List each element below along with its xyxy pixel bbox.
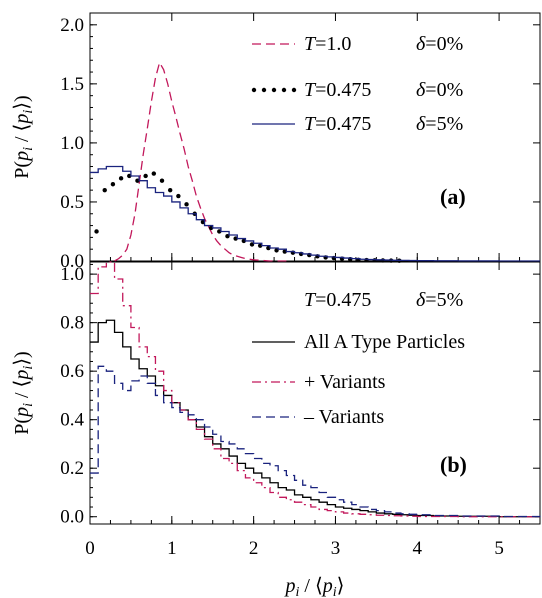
panel-label: (a): [440, 184, 466, 209]
x-axis-label: pi / ⟨pi⟩: [284, 575, 345, 598]
data-point: [159, 178, 165, 183]
y-tick-label: 1.5: [60, 74, 84, 95]
panel-header-delta: δ=5%: [416, 289, 463, 311]
legend-label: – Variants: [303, 406, 384, 428]
legend-swatch: [261, 87, 267, 93]
y-tick-label: 0.6: [60, 361, 84, 382]
y-tick-label: 0.4: [60, 410, 84, 431]
y-tick-label: 0.0: [60, 251, 84, 272]
data-point: [143, 173, 148, 179]
data-point: [151, 171, 157, 176]
x-tick-label: 2: [249, 538, 259, 559]
data-point: [118, 176, 124, 181]
legend-label: T=1.0: [304, 33, 351, 55]
y-tick-label: 0.2: [60, 458, 84, 479]
series-t-0-475-0: [94, 171, 402, 263]
panel-header: T=0.475: [304, 289, 371, 311]
series-t-1-0-0: [114, 60, 287, 262]
y-tick-label: 1.0: [60, 133, 84, 154]
panel-b: 0.0 0.2 0.4 0.6 0.8 1.0 0 1 2 3 4 5 P(pi / ⟨pi⟩) T=0.…: [11, 261, 541, 559]
x-tick-label: 0: [85, 538, 95, 559]
y-axis-label: P(pi / ⟨pi⟩): [11, 95, 36, 178]
data-point: [102, 187, 107, 193]
legend-label: + Variants: [304, 371, 386, 393]
panel-label: (b): [440, 452, 467, 477]
series-all-a-type-particles: [90, 319, 540, 518]
data-point: [184, 202, 189, 207]
data-point: [94, 229, 99, 234]
legend-label: T=0.475: [304, 79, 371, 101]
y-axis-label: P(pi / ⟨pi⟩): [11, 351, 36, 434]
x-tick-label: 4: [413, 538, 423, 559]
legend-swatch: [291, 87, 297, 93]
y-tick-label: 0.5: [60, 192, 84, 213]
legend-label: All A Type Particles: [304, 331, 465, 353]
x-axis-label-text: pi / ⟨pi⟩: [284, 575, 345, 598]
series-variants: [90, 365, 541, 518]
panel-a: 0.0 0.5 1.0 1.5 2.0 P(pi / ⟨pi⟩) T=1.0 δ=0% T=0.…: [11, 12, 541, 272]
data-point: [167, 187, 173, 193]
legend-label-delta: δ=0%: [416, 79, 463, 101]
legend-swatch: [271, 87, 277, 93]
series-variants: [90, 261, 540, 518]
legend-label-delta: δ=5%: [416, 113, 463, 135]
y-tick-label: 0.8: [60, 313, 84, 334]
data-point: [110, 182, 116, 187]
y-tick-label: 0.0: [60, 507, 84, 528]
legend-label: T=0.475: [304, 113, 371, 135]
series-t-0-475-5: [90, 165, 540, 262]
x-tick-label: 5: [494, 538, 504, 559]
x-tick-label: 1: [167, 538, 177, 559]
legend-label-delta: δ=0%: [416, 33, 463, 55]
y-tick-label: 2.0: [60, 15, 84, 36]
data-point: [176, 193, 181, 199]
legend-swatch: [251, 87, 257, 93]
x-tick-label: 3: [331, 538, 341, 559]
y-tick-label: 1.0: [60, 264, 84, 285]
legend-swatch: [281, 87, 287, 93]
